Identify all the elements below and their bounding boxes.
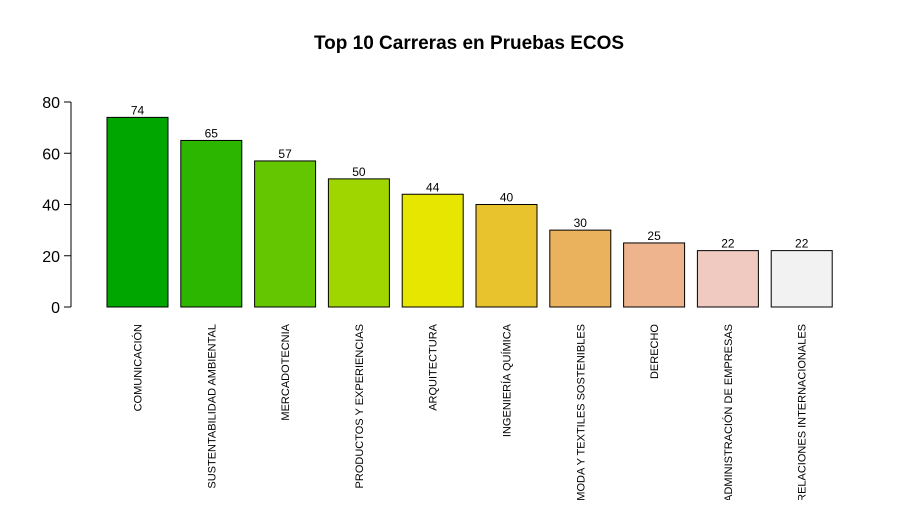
y-tick-label: 80 — [42, 95, 60, 112]
y-tick-label: 20 — [42, 249, 60, 266]
bar-value-label: 22 — [721, 237, 735, 251]
category-label: MODA Y TEXTILES SOSTENIBLES — [575, 324, 587, 500]
category-label: SUSTENTABILIDAD AMBIENTAL — [206, 324, 218, 489]
bar — [401, 193, 464, 308]
category-label: MERCADOTECNIA — [280, 323, 292, 420]
bar-value-label: 22 — [795, 237, 809, 251]
y-tick-label: 40 — [42, 198, 60, 215]
bar-value-label: 65 — [205, 126, 219, 140]
category-label: INGENIERÍA QUÍMICA — [501, 323, 514, 437]
bar — [327, 178, 390, 308]
y-tick-label: 60 — [42, 146, 60, 163]
bar — [475, 204, 538, 308]
value-labels-group: 74 65 57 50 44 40 30 25 22 22 — [131, 103, 809, 250]
bar — [106, 116, 169, 308]
category-label: PRODUCTOS Y EXPERIENCIAS — [354, 324, 366, 488]
category-label: ADMINISTRACIÓN DE EMPRESAS — [722, 324, 735, 500]
bar-value-label: 30 — [574, 216, 588, 230]
bar — [180, 139, 243, 308]
bar — [770, 250, 833, 308]
bar-value-label: 74 — [131, 103, 145, 117]
bar-value-label: 44 — [426, 180, 440, 194]
bars-group — [106, 116, 833, 308]
category-label: DERECHO — [649, 324, 661, 379]
category-label: COMUNICACIÓN — [132, 324, 145, 411]
category-labels-group: COMUNICACIÓN SUSTENTABILIDAD AMBIENTAL MER… — [132, 323, 809, 502]
category-label: RELACIONES INTERNACIONALES — [797, 324, 809, 500]
y-tick-label: 0 — [51, 300, 60, 317]
bar-value-label: 57 — [278, 147, 292, 161]
bar — [254, 160, 317, 308]
category-label: ARQUITECTURA — [428, 323, 440, 410]
bar-value-label: 25 — [647, 229, 661, 243]
bar — [696, 250, 759, 308]
chart-title: Top 10 Carreras en Pruebas ECOS — [314, 33, 624, 54]
bar — [623, 242, 686, 308]
bar-value-label: 40 — [500, 191, 514, 205]
bar — [549, 229, 612, 308]
bar-value-label: 50 — [352, 165, 366, 179]
y-axis: 0 20 40 60 80 — [42, 95, 72, 317]
